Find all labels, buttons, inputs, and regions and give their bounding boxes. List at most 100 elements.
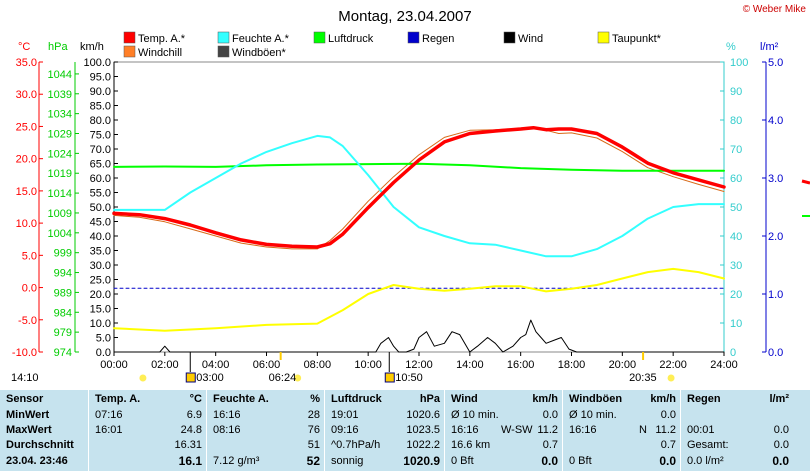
wind-max-value: 11.2 [537,424,558,436]
sun-icon-0 [139,374,147,382]
stats-gust-column: Windböen km/h Ø 10 min. 0.0 16:16 N 11.2 0.7… [563,390,680,471]
temp-min-time: 07:16 [95,409,123,421]
legend-swatch-5 [597,31,610,44]
pct-tick-0: 100 [730,57,748,69]
hum-unit: % [310,393,320,405]
wind-run: 16.6 km [451,439,491,451]
temp-max-time: 16:01 [95,424,123,436]
rain-tick-0: 5.0 [768,57,783,69]
rain-tick-1: 4.0 [768,115,783,127]
legend-swatch-4 [503,31,516,44]
wind-tick-5: 75.0 [90,130,111,142]
gust-max-time: 16:16 [569,424,597,436]
pct-tick-8: 20 [730,289,742,301]
temp-tick-9: -10.0 [12,347,37,359]
press-current-value: 1020.9 [403,454,440,468]
press-head: Luftdruck [331,393,382,405]
wind-tick-12: 40.0 [90,231,111,243]
sun-icon-2 [294,374,302,382]
gust-max-value: 11.2 [655,424,676,436]
hum-min-time: 16:16 [213,409,241,421]
temp-avg-value: 16.31 [174,439,202,451]
pct-tick-4: 60 [730,173,742,185]
x-tick-0: 00:00 [100,359,128,371]
legend-label-1: Feuchte A.* [232,33,290,45]
weather-chart: Montag, 23.04.2007 © Weber Mike Temp. A.… [11,4,810,384]
stats-rain-column: Regen l/m² 00:01 0.0 Gesamt: 0.0 0.0 l/m² 0.… [681,390,793,471]
gust-max-direction: N [639,424,647,436]
sun-time-3: 10:50 [395,372,423,384]
axes: °C hPa km/h% l/m² 35.0 30.0 25.0 20.0 15.0 10.0 5.… [12,41,783,371]
pct-unit-label: % [726,41,736,53]
hpa-tick-1: 1039 [48,89,72,101]
legend-label-4: Wind [518,33,543,45]
wind-tick-17: 15.0 [90,304,111,316]
legend-label-2: Luftdruck [328,33,374,45]
legend-swatch-2 [313,31,326,44]
hpa-tick-4: 1024 [48,148,72,160]
hpa-tick-11: 989 [54,287,72,299]
sun-icon-3 [384,372,395,383]
row-label-avg: Durchschnitt [6,439,74,451]
sun-icon-4 [667,374,675,382]
temp-head: Temp. A. [95,393,141,405]
hpa-tick-3: 1029 [48,129,72,141]
hum-head: Feuchte A. [213,393,269,405]
wind-tick-10: 50.0 [90,202,111,214]
pct-tick-9: 10 [730,318,742,330]
hum-avg-value: 51 [307,439,320,451]
x-tick-7: 14:00 [456,359,484,371]
hpa-tick-7: 1009 [48,208,72,220]
sun-marks: 14:10 03:00 06:24 10:50 20:35 [11,352,675,384]
hpa-tick-14: 974 [54,347,72,359]
temp-unit-label: °C [18,41,30,53]
rain-max-time: 00:01 [687,424,715,436]
press-unit: hPa [419,393,440,405]
wind-tick-16: 20.0 [90,289,111,301]
rain-unit-label: l/m² [760,41,779,53]
next-panel-red [801,179,810,185]
stats-sensor-column: Sensor MinWert MaxWert Durchschnitt 23.0… [0,390,88,471]
legend-label-0: Temp. A.* [138,33,186,45]
gust-unit: km/h [650,393,676,405]
press-avg-value: 1022.2 [406,439,440,451]
legend-label-6: Windchill [138,47,182,59]
legend: Temp. A.* Feuchte A.* Luftdruck Regen Wind Ta… [123,31,662,59]
x-tick-8: 16:00 [507,359,535,371]
series-feuchte-a [113,134,725,258]
wind-tick-19: 5.0 [96,333,111,345]
rain-current-value: 0.0 [772,454,789,468]
sensor-head: Sensor [6,393,44,405]
series-luftdruck [113,162,725,172]
gust-bft: 0 Bft [569,455,592,467]
pct-tick-10: 0 [730,347,736,359]
wind-tick-9: 55.0 [90,188,111,200]
pct-tick-7: 30 [730,260,742,272]
next-panel-edge [800,62,810,352]
gust-current-value: 0.0 [659,454,676,468]
wind-current-value: 0.0 [541,454,558,468]
press-max-time: 09:16 [331,424,359,436]
legend-label-5: Taupunkt* [612,33,662,45]
pct-tick-2: 80 [730,115,742,127]
hpa-unit-label: hPa [48,41,68,53]
wind-head: Wind [451,393,478,405]
hum-max-value: 76 [307,424,320,436]
pct-tick-1: 90 [730,86,742,98]
row-label-current: 23.04. 23:46 [6,455,68,467]
wind-tick-11: 45.0 [90,217,111,229]
gust-avg10-label: Ø 10 min. [569,409,617,421]
legend-label-7: Windböen* [232,47,287,59]
plot-frame [113,61,725,353]
chart-title: Montag, 23.04.2007 [338,8,471,25]
temp-tick-0: 35.0 [16,57,37,69]
wind-tick-20: 0.0 [96,347,111,359]
temp-tick-7: 0.0 [22,283,37,295]
x-tick-9: 18:00 [558,359,586,371]
press-min-time: 19:01 [331,409,359,421]
series-taupunkt [113,267,725,332]
legend-label-3: Regen [422,33,454,45]
wind-bft: 0 Bft [451,455,474,467]
rain-unit: l/m² [769,393,789,405]
rain-tick-3: 2.0 [768,231,783,243]
